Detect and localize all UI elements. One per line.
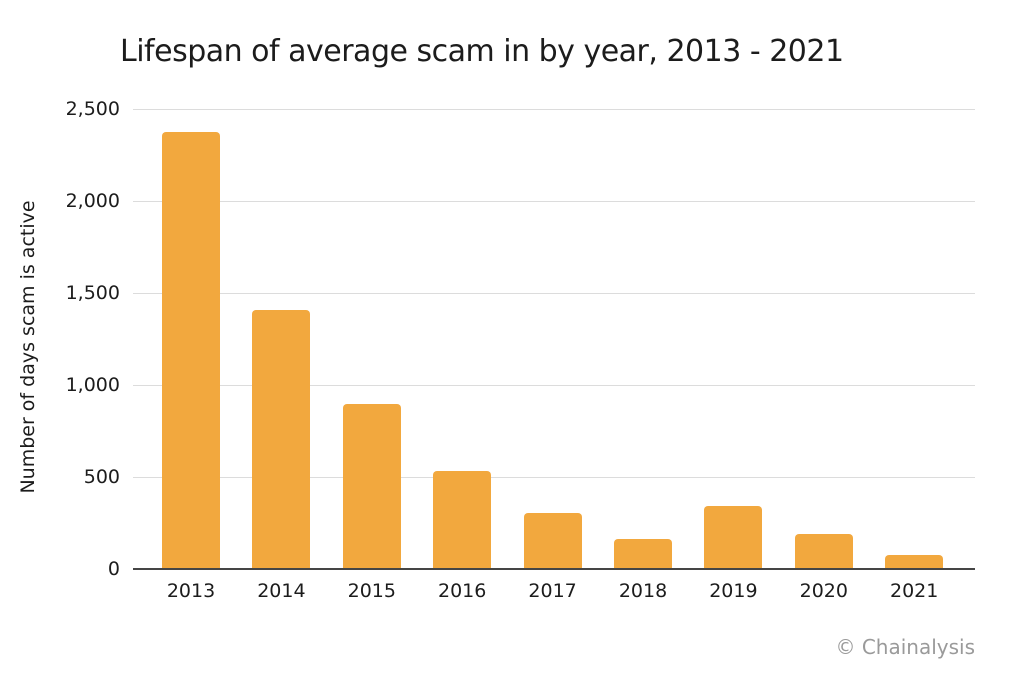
x-tick-label-2020: 2020 bbox=[799, 580, 848, 602]
gridline-1000 bbox=[133, 385, 975, 386]
y-tick-label-2500: 2,500 bbox=[65, 98, 120, 120]
attribution-credit: © Chainalysis bbox=[835, 635, 975, 659]
bar-2015 bbox=[342, 404, 401, 568]
bar-2016 bbox=[433, 470, 492, 568]
x-tick-label-2014: 2014 bbox=[257, 580, 306, 602]
gridline-2500 bbox=[133, 109, 975, 110]
x-tick-label-2019: 2019 bbox=[709, 580, 758, 602]
chart-title: Lifespan of average scam in by year, 201… bbox=[120, 34, 844, 69]
y-tick-label-1500: 1,500 bbox=[65, 282, 120, 304]
x-tick-label-2017: 2017 bbox=[528, 580, 577, 602]
y-tick-label-500: 500 bbox=[83, 466, 120, 488]
bar-2021 bbox=[885, 555, 944, 568]
y-axis-label: Number of days scam is active bbox=[17, 200, 39, 494]
gridline-1500 bbox=[133, 293, 975, 294]
x-tick-label-2015: 2015 bbox=[347, 580, 396, 602]
bar-2019 bbox=[704, 506, 763, 568]
gridline-500 bbox=[133, 477, 975, 478]
x-tick-label-2016: 2016 bbox=[438, 580, 487, 602]
gridline-2000 bbox=[133, 201, 975, 202]
x-tick-label-2013: 2013 bbox=[166, 580, 216, 602]
y-tick-label-2000: 2,000 bbox=[65, 190, 120, 212]
plot-area bbox=[133, 109, 975, 570]
x-tick-label-2018: 2018 bbox=[618, 580, 668, 602]
bar-2018 bbox=[614, 539, 672, 568]
bar-2020 bbox=[794, 533, 853, 568]
y-tick-label-0: 0 bbox=[107, 558, 120, 580]
bar-2014 bbox=[252, 309, 311, 568]
x-axis-line bbox=[133, 568, 975, 570]
bar-2017 bbox=[523, 513, 582, 568]
x-tick-label-2021: 2021 bbox=[890, 580, 939, 602]
y-tick-label-1000: 1,000 bbox=[65, 374, 120, 396]
bar-2013 bbox=[162, 132, 220, 568]
